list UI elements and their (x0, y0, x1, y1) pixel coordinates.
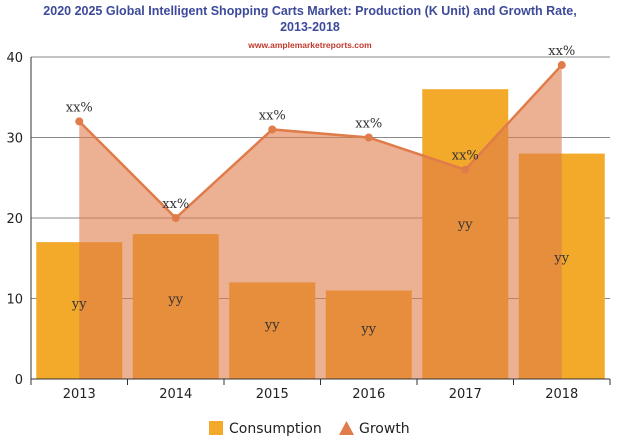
bar-value-label: yy (553, 251, 569, 266)
growth-value-label: xx% (452, 149, 479, 164)
growth-value-label: xx% (355, 117, 382, 132)
growth-point-2015[interactable] (268, 125, 277, 134)
growth-value-label: xx% (66, 100, 93, 115)
growth-point-2017[interactable] (461, 165, 470, 174)
legend-item-consumption[interactable]: Consumption (209, 421, 322, 437)
y-tick-label: 0 (15, 373, 23, 388)
chart-subtitle: www.amplemarketreports.com (247, 40, 372, 50)
growth-value-label: xx% (259, 108, 286, 123)
legend: Consumption Growth (209, 421, 410, 437)
growth-value-label: xx% (162, 197, 189, 212)
chart-title-line1: 2020 2025 Global Intelligent Shopping Ca… (43, 4, 576, 18)
data-labels: yy yy yy yy yy yy xx% xx% xx% xx% xx% xx% (66, 44, 576, 337)
bar-value-label: yy (264, 318, 280, 333)
growth-point-2013[interactable] (75, 117, 84, 126)
legend-label-consumption: Consumption (229, 421, 322, 437)
chart-title-line2: 2013-2018 (280, 20, 340, 34)
bar-value-label: yy (360, 322, 376, 337)
growth-point-2014[interactable] (171, 214, 180, 222)
growth-series (75, 61, 566, 380)
y-tick-label: 20 (6, 212, 23, 227)
growth-area (79, 65, 562, 380)
x-tick-label: 2015 (256, 387, 289, 402)
growth-value-label: xx% (548, 44, 575, 59)
x-tick-label: 2018 (545, 387, 578, 402)
x-tick-label: 2016 (352, 387, 385, 402)
legend-swatch-consumption (209, 421, 223, 435)
growth-point-2016[interactable] (364, 133, 373, 142)
x-tick-label: 2014 (159, 387, 192, 402)
axes: 0 10 20 30 40 2013 2014 2015 2016 2017 2018 (6, 51, 611, 402)
y-tick-label: 10 (6, 293, 23, 308)
bar-value-label: yy (167, 293, 183, 308)
growth-point-2018[interactable] (557, 61, 566, 70)
bar-value-label: yy (457, 217, 473, 232)
bar-value-label: yy (71, 297, 87, 312)
y-tick-label: 40 (6, 51, 23, 66)
legend-item-growth[interactable]: Growth (339, 421, 410, 437)
legend-swatch-growth (339, 421, 354, 435)
x-tick-label: 2017 (449, 387, 482, 402)
growth-line (78, 64, 563, 220)
legend-label-growth: Growth (359, 421, 410, 437)
y-tick-label: 30 (6, 132, 23, 147)
x-tick-label: 2013 (63, 387, 96, 402)
